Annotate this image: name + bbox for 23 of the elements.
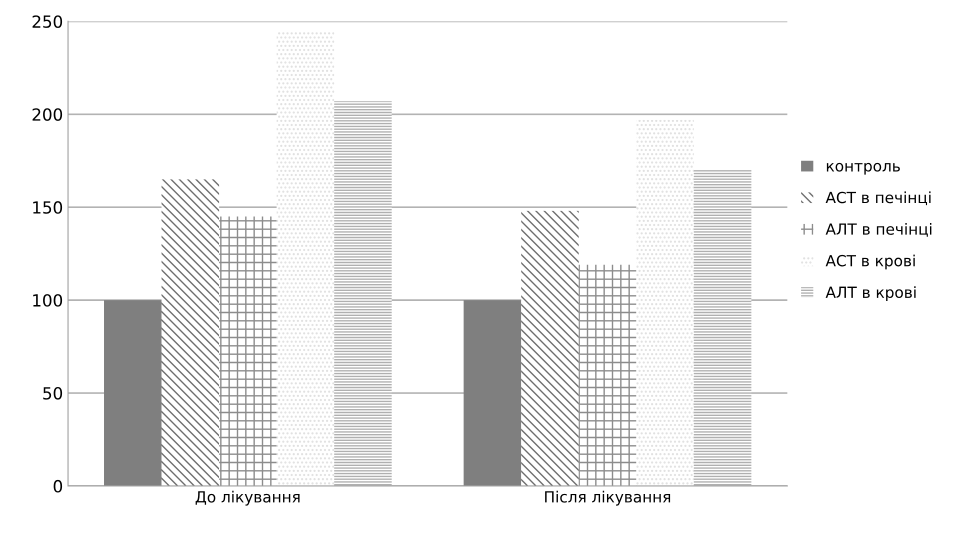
bar <box>464 300 522 486</box>
bar <box>636 120 694 486</box>
bar <box>521 210 579 486</box>
legend-label: АЛТ в печінці <box>826 223 932 237</box>
bar <box>694 170 752 486</box>
bar <box>104 300 162 486</box>
y-tick-label: 0 <box>54 480 62 493</box>
bar <box>219 216 277 486</box>
y-tick-label: 200 <box>32 108 62 121</box>
legend-label: АСТ в печінці <box>826 191 931 206</box>
bar <box>578 264 636 486</box>
bar <box>276 30 334 486</box>
y-tick-label: 50 <box>43 386 62 400</box>
y-tick-label: 150 <box>33 201 62 214</box>
bar <box>162 179 220 486</box>
x-tick-label: Після лікування <box>545 490 670 506</box>
legend-label: контроль <box>826 162 900 175</box>
y-tick-label: 250 <box>32 15 62 28</box>
bar <box>334 101 392 486</box>
x-tick-label: До лікування <box>196 490 300 506</box>
y-tick-label: 100 <box>33 294 62 307</box>
legend-label: АЛТ в крові <box>826 286 916 301</box>
legend-label: АСТ в крові <box>826 254 915 270</box>
